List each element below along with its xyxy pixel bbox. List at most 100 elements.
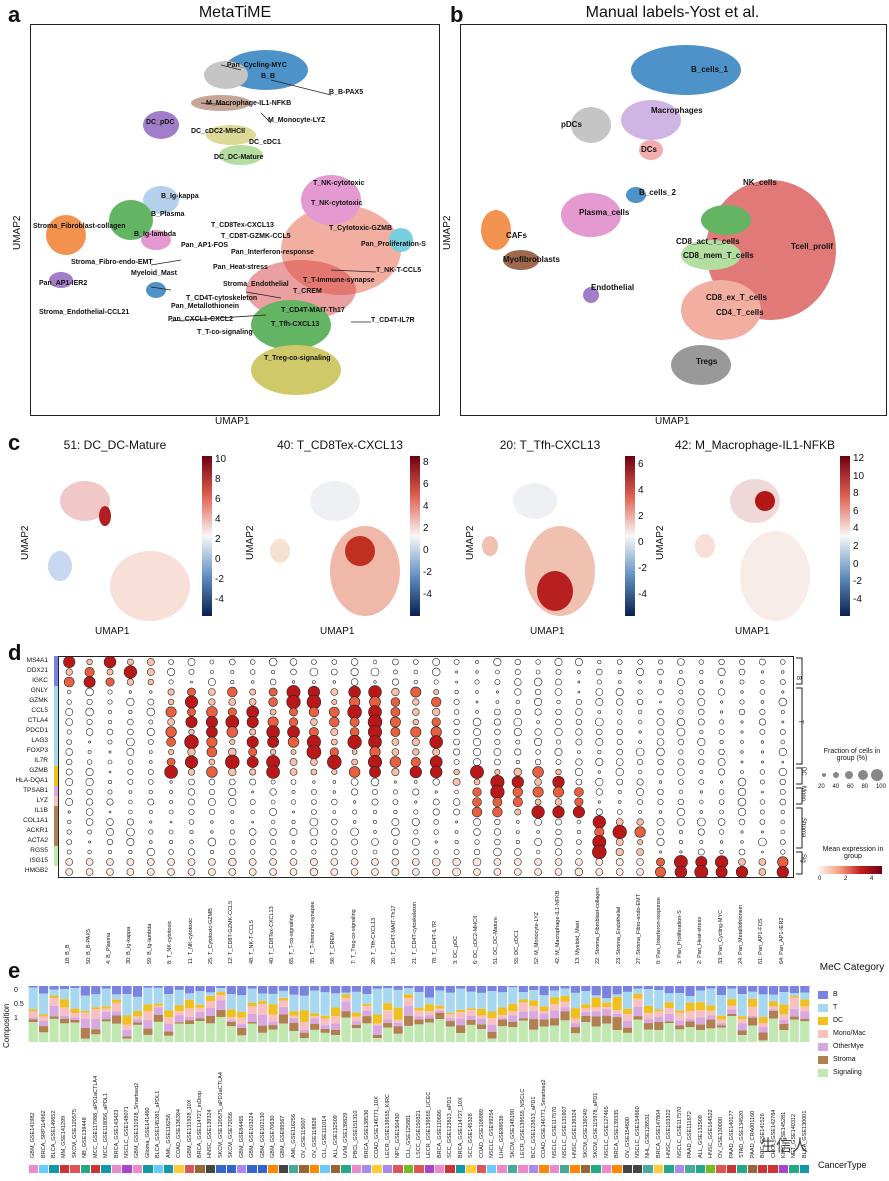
stack-segment bbox=[247, 1006, 257, 1014]
dot bbox=[66, 729, 72, 735]
panel-b-title: Manual labels-Yost et al. bbox=[585, 4, 760, 21]
d-size-tick: 20 bbox=[818, 784, 825, 790]
dot bbox=[475, 690, 479, 694]
dataset-label: COAD_GSE146771_10X bbox=[374, 1096, 381, 1158]
d-group-sig: Sig. bbox=[800, 854, 806, 865]
dot bbox=[720, 780, 724, 784]
dot bbox=[715, 866, 728, 877]
legend-swatch bbox=[818, 1055, 828, 1064]
dot bbox=[453, 768, 460, 776]
dot bbox=[373, 680, 377, 684]
stack-segment bbox=[132, 986, 143, 997]
stack-segment bbox=[247, 1023, 257, 1042]
d-size-tick: 80 bbox=[861, 784, 869, 790]
cancer-type-swatch bbox=[153, 1165, 163, 1173]
dot bbox=[147, 798, 155, 806]
stack-segment bbox=[185, 1020, 195, 1024]
c2-tick: 0 bbox=[423, 545, 429, 556]
stack-segment bbox=[310, 986, 320, 991]
dot bbox=[168, 749, 175, 756]
stack-segment bbox=[706, 1015, 716, 1020]
stack-segment bbox=[247, 988, 257, 1003]
cancer-type-swatch bbox=[643, 1165, 653, 1173]
stack-segment bbox=[404, 994, 414, 999]
stack-segment bbox=[331, 1007, 341, 1017]
dot bbox=[638, 810, 642, 814]
dot bbox=[347, 734, 362, 750]
stack-segment bbox=[237, 1035, 247, 1042]
dot bbox=[87, 750, 92, 754]
c-ticks-3: 6 4 2 0 -2 -4 bbox=[638, 452, 647, 608]
stack-segment bbox=[695, 986, 706, 991]
stack-segment bbox=[320, 992, 330, 1016]
dot bbox=[492, 797, 503, 807]
dot bbox=[574, 768, 583, 777]
dot bbox=[65, 718, 73, 726]
dot bbox=[291, 680, 296, 684]
c-title-2: 40: T_CD8Tex-CXCL13 bbox=[277, 438, 403, 452]
dot bbox=[409, 765, 422, 779]
dot bbox=[310, 789, 317, 795]
stack-segment bbox=[602, 998, 612, 1003]
dot bbox=[594, 717, 604, 727]
dot bbox=[65, 778, 74, 786]
a-label-3: B_B-PAX5 bbox=[329, 89, 364, 96]
stack-segment bbox=[49, 998, 59, 1006]
dot bbox=[677, 678, 685, 686]
cancer-type-swatch bbox=[601, 1165, 612, 1173]
dataset-label: SKCM_GSE72056 bbox=[228, 1112, 235, 1158]
stack-segment bbox=[39, 993, 49, 1015]
stack-segment bbox=[341, 997, 351, 1002]
stack-segment bbox=[101, 1021, 111, 1042]
dot bbox=[534, 818, 542, 826]
dot bbox=[780, 829, 785, 835]
dot bbox=[534, 838, 542, 846]
stack-segment bbox=[466, 991, 476, 1009]
cancer-type-swatch bbox=[424, 1165, 434, 1173]
dot bbox=[225, 754, 240, 770]
stack-segment bbox=[91, 1019, 101, 1030]
dot bbox=[534, 697, 543, 706]
dot bbox=[534, 868, 542, 876]
dot bbox=[412, 698, 420, 706]
a-label-36: T_Tfh-CXCL13 bbox=[271, 321, 320, 328]
stack-segment bbox=[414, 1016, 424, 1020]
dot bbox=[779, 679, 786, 685]
stack-segment bbox=[800, 999, 810, 1007]
stack-segment bbox=[539, 1019, 549, 1027]
stack-segment bbox=[404, 986, 414, 989]
stack-segment bbox=[497, 992, 507, 1008]
stack-segment bbox=[278, 990, 288, 998]
dot bbox=[85, 868, 94, 876]
stack-segment bbox=[174, 1015, 184, 1023]
b-label-13: Endothelial bbox=[591, 283, 635, 292]
stack-segment bbox=[560, 1007, 570, 1012]
stack-segment bbox=[560, 1011, 570, 1021]
stack-segment bbox=[518, 1020, 528, 1042]
dataset-label: GBM_GSE131928_10X bbox=[186, 1099, 193, 1158]
dot bbox=[698, 758, 705, 766]
dot bbox=[207, 678, 216, 686]
dot bbox=[453, 808, 460, 816]
dot bbox=[492, 806, 503, 818]
dataset-label: NB_GSE139448 bbox=[82, 1117, 89, 1158]
dot bbox=[472, 797, 482, 807]
stack-segment bbox=[122, 1015, 132, 1025]
dot bbox=[554, 657, 563, 667]
dot bbox=[146, 668, 155, 676]
dot bbox=[596, 668, 603, 676]
dot bbox=[694, 865, 709, 877]
stack-segment bbox=[28, 1011, 38, 1018]
dot bbox=[270, 799, 276, 805]
dotplot-col-label: 4: B_Plasma bbox=[105, 932, 112, 964]
dot bbox=[679, 850, 683, 854]
stack-segment bbox=[153, 1021, 163, 1042]
dot bbox=[126, 748, 135, 756]
stack-segment bbox=[612, 1010, 622, 1014]
stack-segment bbox=[226, 1009, 236, 1018]
dot bbox=[106, 838, 114, 846]
cancer-type-swatch bbox=[747, 1165, 758, 1173]
stack-segment bbox=[299, 1030, 309, 1033]
dataset-label: LECR_GSE139555_UCEC bbox=[426, 1091, 433, 1158]
dot bbox=[780, 809, 785, 815]
